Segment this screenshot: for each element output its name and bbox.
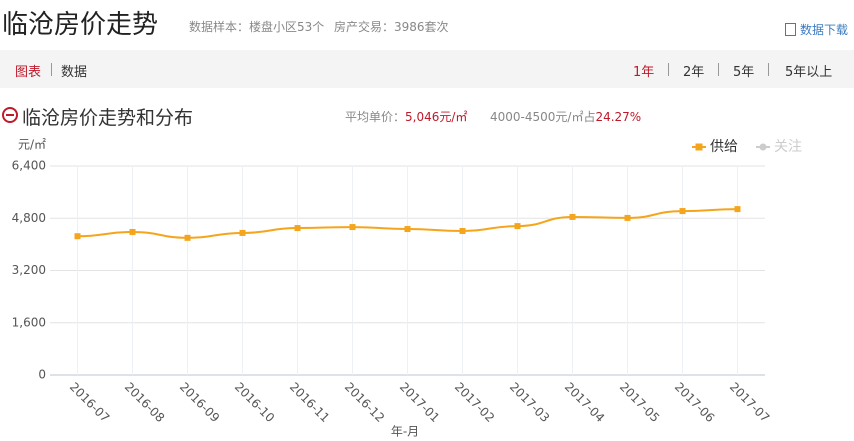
x-tick-label: 2016-10 [232, 380, 277, 425]
range-tab[interactable]: 2年 [683, 65, 705, 80]
point [679, 208, 686, 215]
point [349, 224, 356, 231]
x-tick-label: 2017-06 [672, 380, 717, 425]
legend-marker [759, 143, 767, 151]
x-axis-title: 年-月 [391, 425, 419, 439]
tab[interactable]: 图表 [15, 65, 42, 80]
section-title: 临沧房价走势和分布 [22, 107, 194, 129]
point [129, 228, 136, 235]
range-tab[interactable]: 5年 [733, 65, 755, 80]
tab[interactable]: 数据 [61, 65, 88, 80]
x-tick-label: 2017-04 [562, 380, 607, 425]
page-title: 临沧房价走势 [2, 10, 159, 40]
range-info: 4000-4500元/㎡占24.27% [490, 108, 641, 125]
x-tick-label: 2017-07 [727, 380, 772, 425]
download-text[interactable]: 数据下载 [799, 23, 848, 37]
legend-label[interactable]: 供给 [710, 139, 738, 155]
point [239, 229, 246, 236]
sample-info: 数据样本：楼盘小区53个 [189, 20, 325, 34]
download-link[interactable]: 数据下载 [784, 21, 848, 38]
avg-info: 平均单价：5,046元/㎡ [345, 108, 467, 125]
x-tick-label: 2017-01 [397, 380, 442, 425]
range-value: 24.27% [595, 110, 642, 124]
legend-label[interactable]: 关注 [774, 139, 802, 155]
range-tab[interactable]: 5年以上 [785, 65, 833, 80]
point [734, 206, 741, 213]
y-unit: 元/㎡ [18, 138, 46, 152]
y-tick-label: 6,400 [12, 159, 46, 173]
tab-bar: 图表 数据 1年 2年 5年 5年以上 [0, 50, 854, 88]
x-tick-label: 2017-03 [507, 380, 552, 425]
trade-info: 房产交易：3986套次 [334, 20, 449, 34]
x-tick-label: 2016-09 [177, 380, 222, 425]
point [404, 226, 411, 233]
point [514, 223, 521, 230]
avg-value: 5,046元/㎡ [405, 110, 468, 124]
x-tick-label: 2016-07 [67, 380, 112, 425]
x-tick-label: 2017-02 [452, 380, 497, 425]
point [184, 234, 191, 241]
x-tick-label: 2016-08 [122, 380, 167, 425]
avg-label: 平均单价： [345, 110, 406, 124]
x-tick-label: 2016-11 [287, 380, 332, 425]
y-tick-label: 0 [38, 368, 46, 382]
point [74, 233, 81, 240]
point [294, 225, 301, 232]
y-tick-label: 1,600 [12, 315, 46, 329]
y-tick-label: 4,800 [12, 211, 46, 225]
legend-marker [695, 143, 703, 151]
y-tick-label: 3,200 [12, 263, 46, 277]
x-tick-label: 2016-12 [342, 380, 387, 425]
point [569, 213, 576, 220]
point [624, 214, 631, 221]
range-label: 4000-4500元/㎡占 [490, 110, 596, 124]
range-tab[interactable]: 1年 [633, 65, 655, 80]
x-tick-label: 2017-05 [617, 380, 662, 425]
point [459, 227, 466, 234]
collapse-icon[interactable] [2, 107, 18, 123]
